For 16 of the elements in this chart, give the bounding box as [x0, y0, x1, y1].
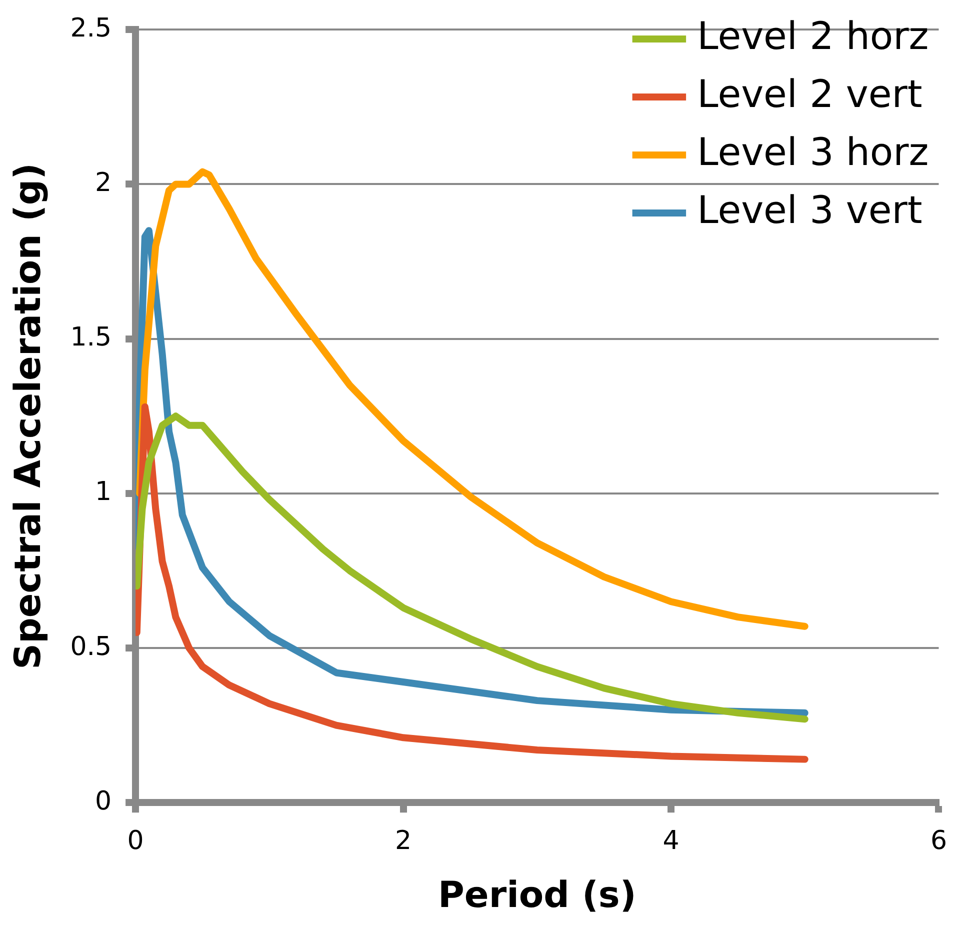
legend-label: Level 2 horz [697, 14, 929, 58]
y-tick-label: 0 [95, 786, 112, 816]
x-tick-label: 0 [127, 826, 144, 856]
y-tick-label: 2.5 [70, 13, 112, 44]
legend-label: Level 3 vert [697, 188, 922, 232]
legend-label: Level 3 horz [697, 130, 929, 174]
legend-label: Level 2 vert [697, 72, 922, 116]
x-axis-title: Period (s) [438, 874, 636, 916]
y-axis-title: Spectral Acceleration (g) [8, 162, 49, 670]
y-tick-label: 1.5 [70, 322, 112, 353]
y-tick-label: 2 [95, 168, 112, 198]
x-tick-label: 4 [662, 826, 680, 856]
x-tick-label: 6 [930, 826, 947, 856]
y-tick-label: 0.5 [70, 632, 112, 662]
x-tick-label: 2 [395, 826, 412, 856]
y-tick-label: 1 [95, 477, 112, 508]
